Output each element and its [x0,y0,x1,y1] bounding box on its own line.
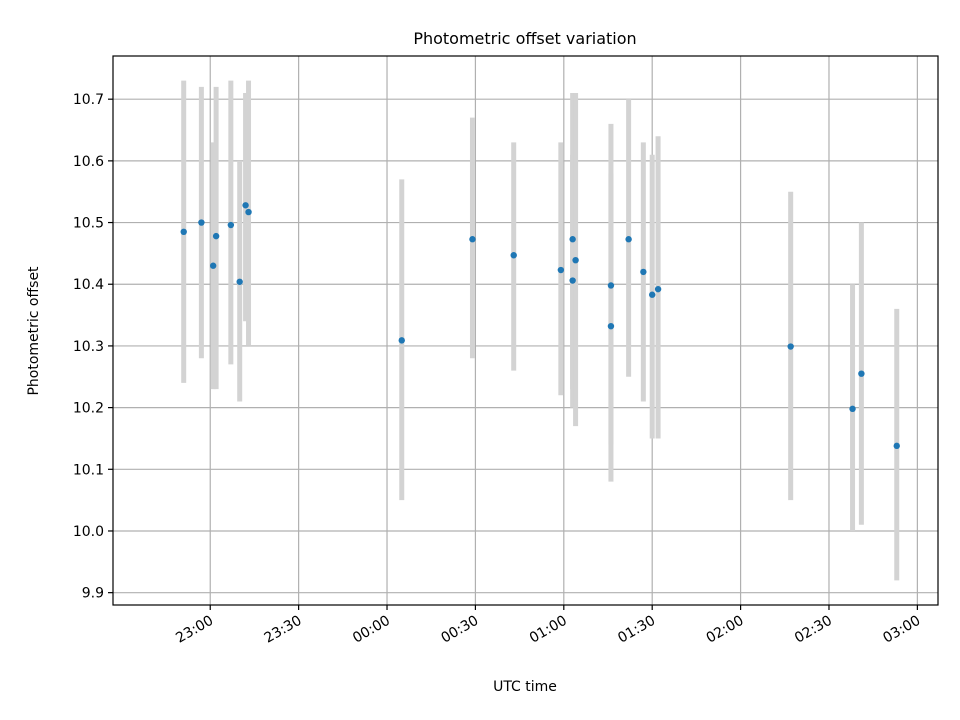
data-point [787,343,794,350]
x-tick-label: 01:30 [615,613,658,647]
data-point [242,202,249,209]
data-point [227,221,235,229]
y-tick-label: 10.4 [73,277,104,293]
data-point [198,219,205,226]
data-point [557,266,565,274]
data-points [180,202,900,450]
y-tick-label: 10.7 [73,92,104,108]
y-tick-label: 10.5 [73,216,104,232]
x-tick-label: 02:30 [792,613,835,647]
x-tick-label: 00:00 [350,613,393,647]
x-axis-label: UTC time [493,679,557,695]
x-tick-label: 00:30 [438,613,481,647]
data-point [654,285,662,293]
data-point [180,228,187,236]
data-point [569,277,576,284]
data-point [398,337,405,344]
plot-background [113,56,938,605]
grid [113,56,938,605]
data-point [510,252,517,259]
y-tick-label: 10.1 [73,462,104,478]
data-point [858,370,865,377]
chart-title: Photometric offset variation [413,29,636,48]
data-point [648,291,656,298]
x-tick-label: 23:00 [173,613,216,647]
data-point [569,236,576,243]
data-point [212,232,220,240]
y-tick-label: 10.3 [73,339,104,355]
y-axis: 9.9 10.0 10.1 10.2 10.3 10.4 10.5 10.6 10.7 [73,92,113,602]
data-point [640,268,647,276]
x-tick-label: 23:30 [262,613,305,647]
data-point [245,208,252,216]
x-tick-label: 03:00 [880,613,923,647]
data-point [469,236,476,243]
data-point [209,262,217,269]
data-point [625,236,632,243]
x-tick-label: 02:00 [704,613,747,647]
data-point [572,256,579,264]
data-point [607,322,615,330]
x-tick-label: 01:00 [527,613,570,647]
y-tick-label: 10.0 [73,524,104,540]
y-axis-label: Photometric offset [26,266,42,396]
y-tick-label: 10.6 [73,154,104,170]
data-point [236,278,243,285]
y-tick-label: 9.9 [82,586,104,602]
plot-frame [112,55,939,606]
data-point [607,282,615,289]
x-axis: 23:00 23:30 00:00 00:30 01:00 01:30 02:00 02:30… [173,605,923,647]
y-tick-label: 10.2 [73,401,104,417]
data-point [849,405,856,413]
data-point [893,442,900,450]
